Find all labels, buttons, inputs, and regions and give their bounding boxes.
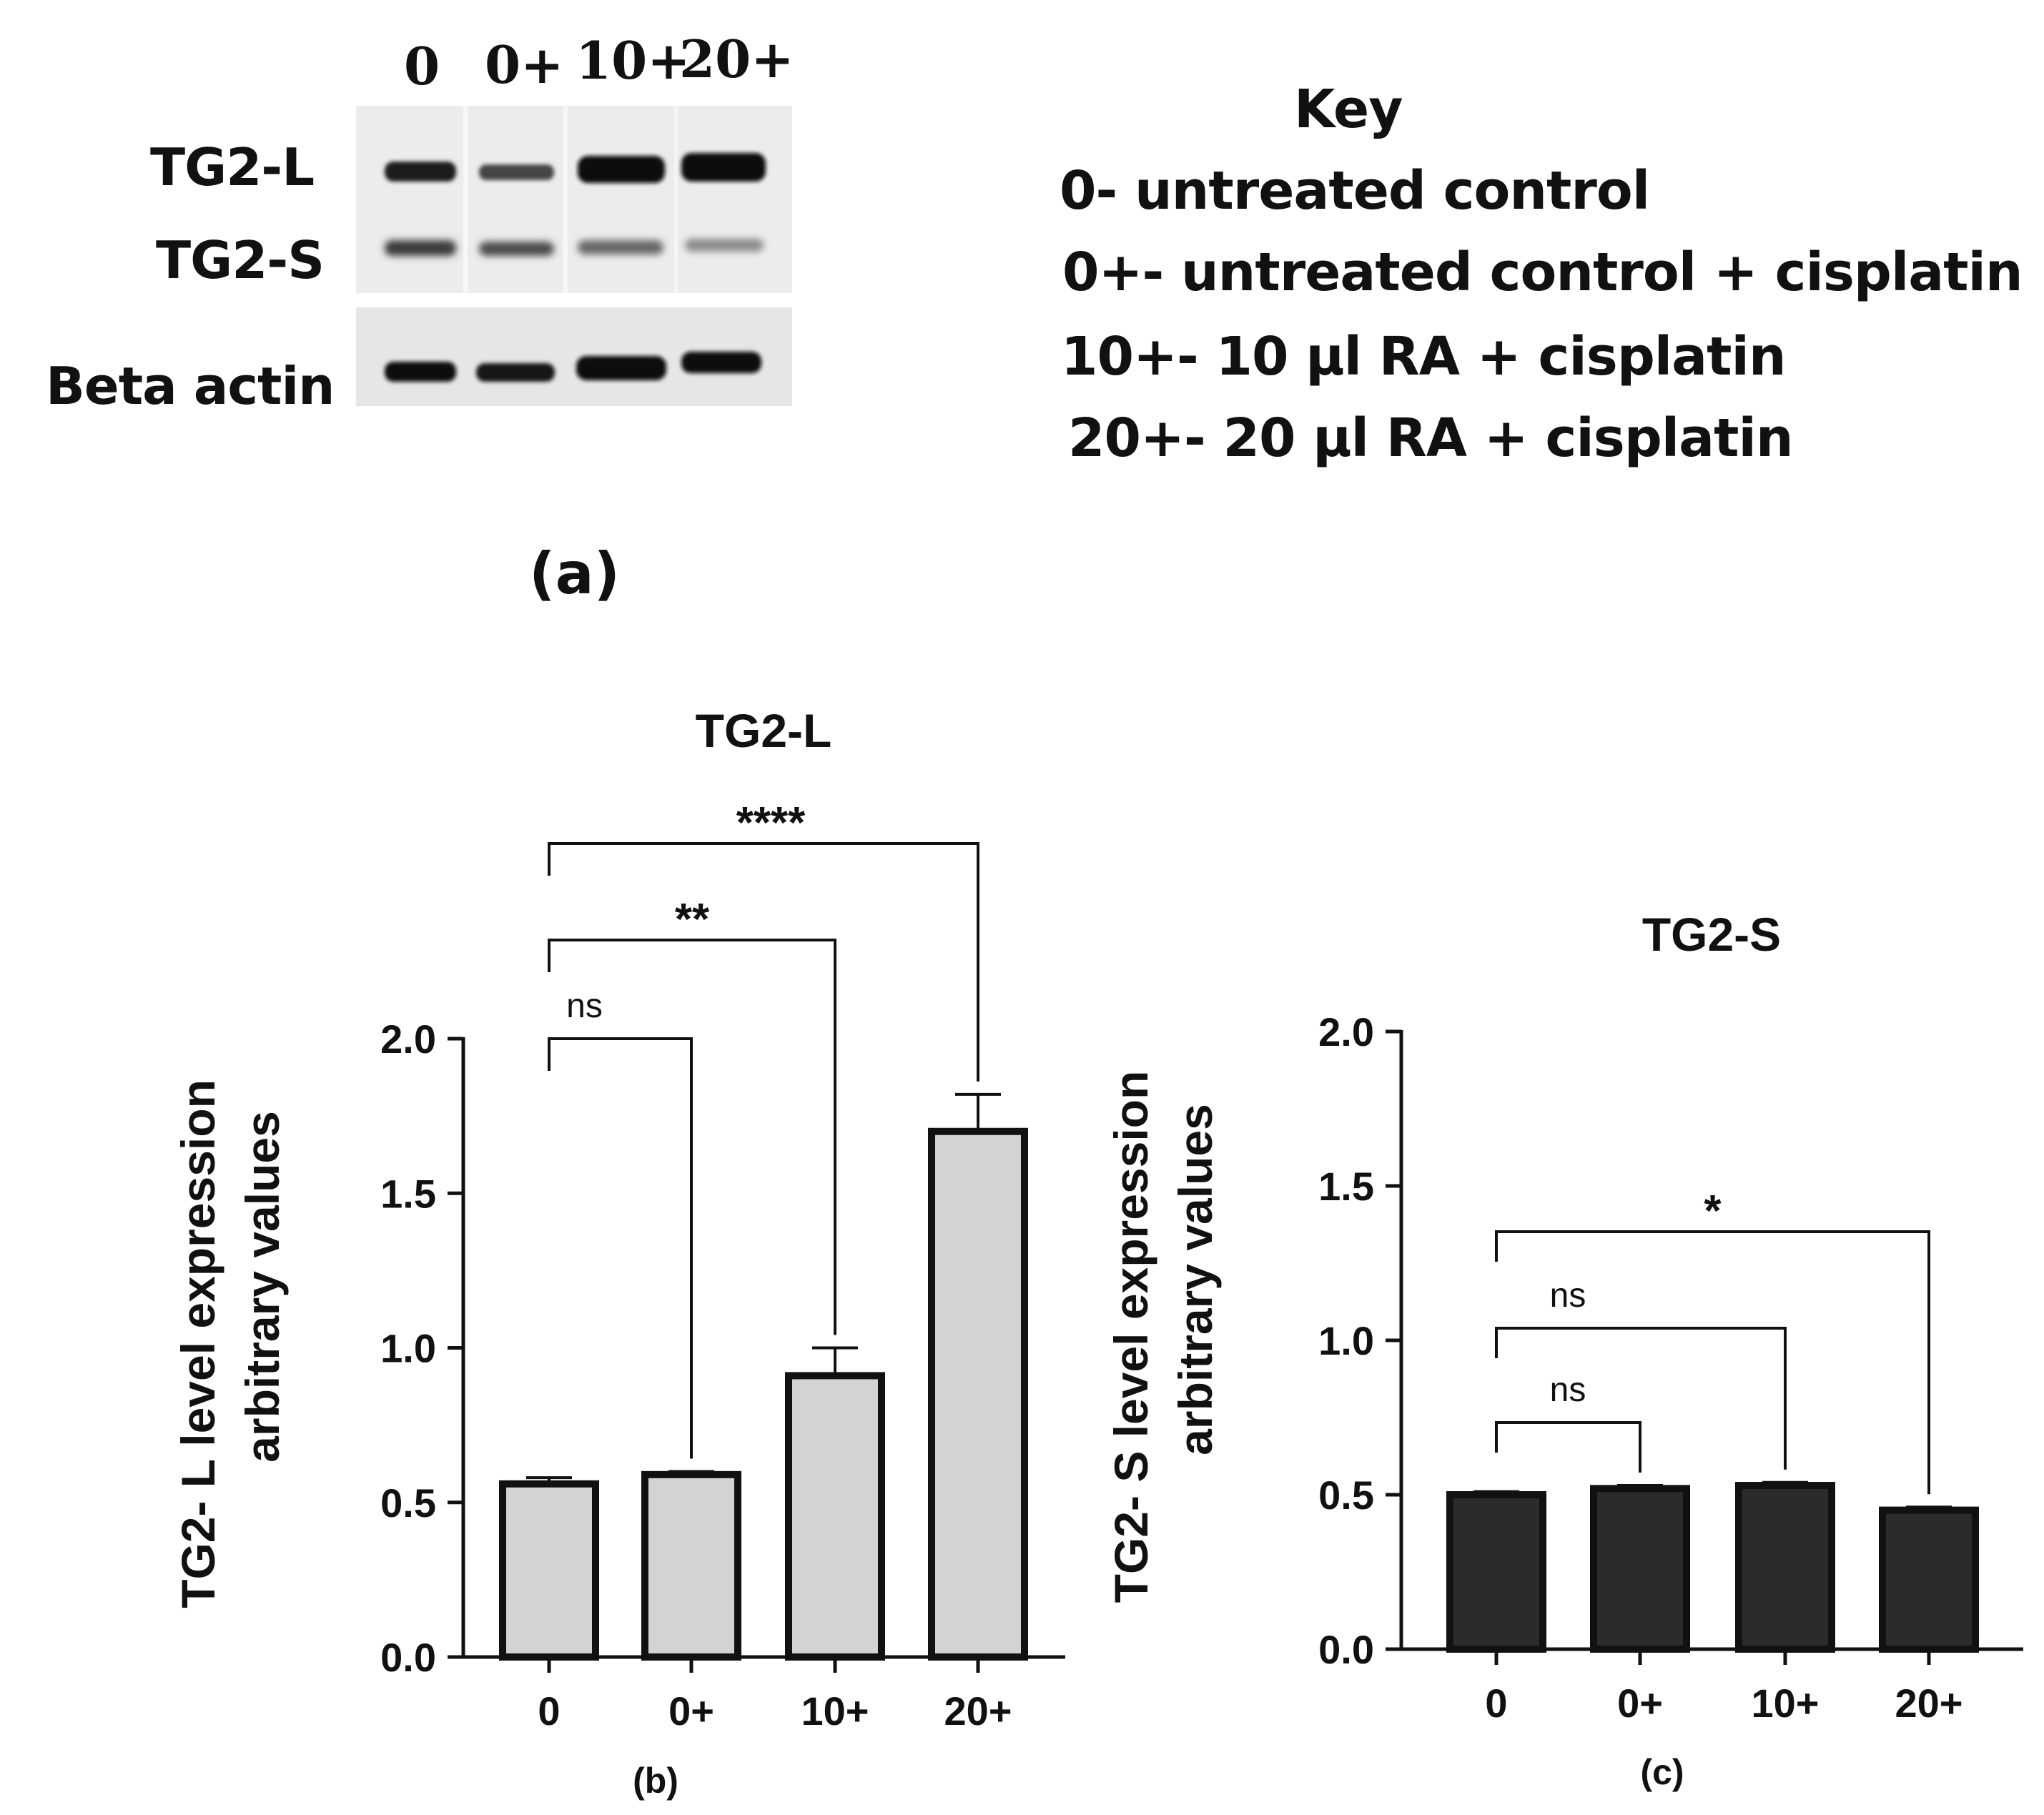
significance-label: ** bbox=[675, 895, 710, 944]
key-item: 20+- 20 µl RA + cisplatin bbox=[1068, 407, 1794, 469]
y-tick-label: 1.0 bbox=[1318, 1318, 1374, 1363]
significance-bracket bbox=[548, 939, 836, 1335]
y-tick-label: 1.5 bbox=[380, 1171, 436, 1216]
x-tick-label: 10+ bbox=[1752, 1681, 1820, 1726]
y-axis-label: arbitrary values bbox=[236, 1111, 289, 1463]
key-item: 0- untreated control bbox=[1060, 160, 1650, 222]
y-axis-label: TG2- S level expression bbox=[1105, 1071, 1157, 1603]
x-tick-label: 10+ bbox=[801, 1688, 869, 1734]
x-tick-label: 0 bbox=[1485, 1681, 1507, 1726]
blot-image bbox=[356, 106, 792, 406]
x-tick-label: 20+ bbox=[944, 1688, 1012, 1734]
bar bbox=[499, 1480, 599, 1661]
panel-a-caption: (a) bbox=[529, 540, 621, 607]
y-tick-label: 2.0 bbox=[1318, 1009, 1374, 1054]
y-tick-label: 2.0 bbox=[380, 1017, 436, 1062]
y-axis-label: arbitrary values bbox=[1169, 1104, 1222, 1455]
lane-label-0: 0 bbox=[404, 36, 440, 97]
significance-label: ns bbox=[1550, 1371, 1586, 1409]
significance-label: * bbox=[1704, 1187, 1722, 1236]
blot-row-label-tg2l: TG2-L bbox=[150, 137, 315, 197]
lane-label-20plus: 20+ bbox=[679, 29, 794, 89]
significance-bracket bbox=[1495, 1230, 1930, 1495]
bar bbox=[928, 1127, 1028, 1661]
y-tick-label: 0.5 bbox=[1318, 1473, 1374, 1518]
panel-caption: (b) bbox=[633, 1761, 678, 1801]
blot-row-label-tg2s: TG2-S bbox=[156, 230, 325, 290]
y-axis-label: TG2- L level expression bbox=[172, 1079, 224, 1608]
x-tick-label: 20+ bbox=[1895, 1681, 1963, 1726]
lane-label-10plus: 10+ bbox=[576, 30, 691, 91]
y-tick-label: 0.5 bbox=[380, 1480, 436, 1525]
significance-bracket bbox=[548, 842, 979, 1082]
bar bbox=[1735, 1482, 1835, 1653]
significance-label: **** bbox=[736, 798, 806, 848]
key-title: Key bbox=[1294, 79, 1403, 140]
chart-title: TG2-S bbox=[1642, 908, 1781, 961]
x-tick-label: 0+ bbox=[668, 1688, 714, 1734]
key-item: 0+- untreated control + cisplatin bbox=[1062, 242, 2023, 303]
bar bbox=[785, 1372, 885, 1661]
chart-tg2-s: TG2-S 0.0 0.5 1.0 1.5 2.0 0 0+ 10+ 20+ ns ns * TG2- S… bbox=[1105, 908, 2023, 1792]
y-tick-label: 0.0 bbox=[1318, 1627, 1374, 1672]
panel-caption: (c) bbox=[1640, 1752, 1684, 1792]
chart-tg2-l: TG2-L0.00.51.01.52.00 0+ 10+ 20+ns******TG2… bbox=[172, 704, 1065, 1801]
significance-bracket bbox=[548, 1037, 693, 1459]
significance-bracket bbox=[1495, 1421, 1641, 1473]
key-item: 10+- 10 µl RA + cisplatin bbox=[1061, 326, 1787, 387]
x-tick-label: 0+ bbox=[1617, 1681, 1663, 1726]
bar bbox=[1590, 1485, 1690, 1653]
significance-bracket bbox=[1495, 1327, 1787, 1470]
bar bbox=[1879, 1506, 1979, 1653]
lane-label-0plus: 0+ bbox=[485, 34, 564, 95]
x-tick-label: 0 bbox=[538, 1688, 560, 1734]
y-tick-label: 1.0 bbox=[380, 1326, 436, 1371]
significance-label: ns bbox=[566, 987, 603, 1025]
blot-row-label-beta-actin: Beta actin bbox=[46, 356, 335, 416]
y-tick-label: 1.5 bbox=[1318, 1164, 1374, 1209]
bar bbox=[641, 1470, 741, 1661]
bar bbox=[1446, 1491, 1546, 1653]
chart-title: TG2-L bbox=[696, 704, 832, 757]
y-tick-label: 0.0 bbox=[380, 1635, 436, 1680]
significance-label: ns bbox=[1550, 1277, 1586, 1315]
